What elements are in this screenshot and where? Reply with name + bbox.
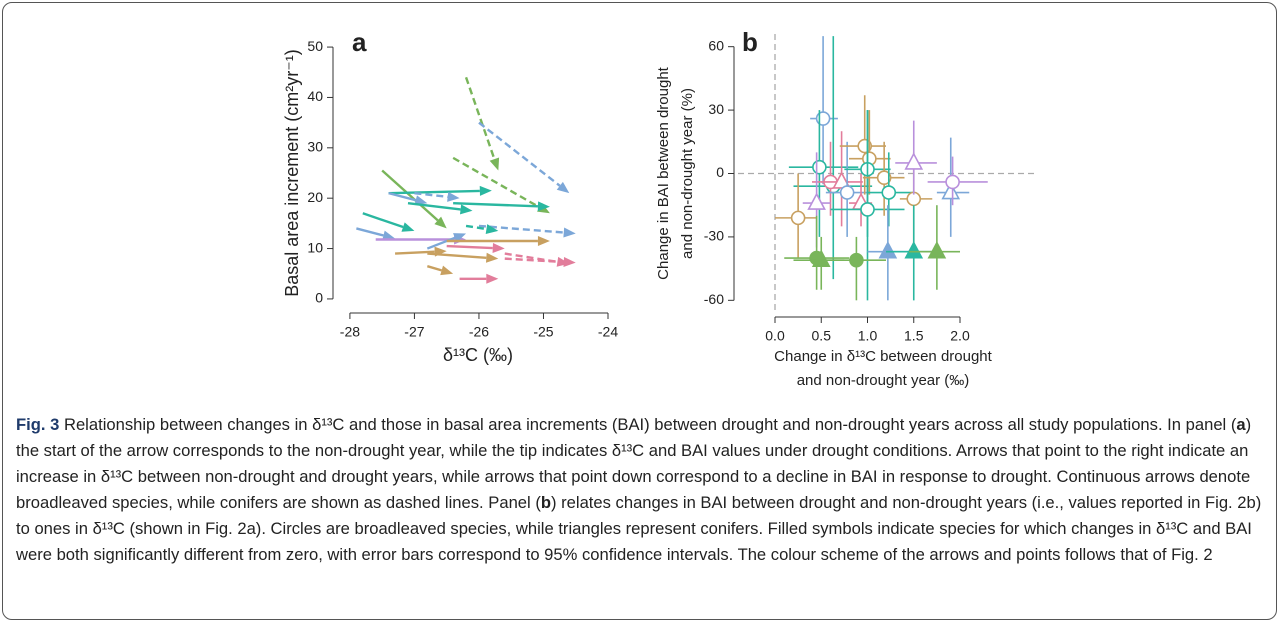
arrow <box>504 257 564 264</box>
y-tick-label: 0 <box>716 164 724 180</box>
arrow <box>381 169 439 222</box>
arrow <box>452 156 541 209</box>
arrow-head <box>556 181 570 194</box>
x-tick-label: -28 <box>340 324 360 340</box>
caption-text: ) relates changes in BAI between drought… <box>16 493 1262 564</box>
x-tick-label: -26 <box>469 324 489 340</box>
arrow-head <box>492 243 505 254</box>
x-tick-label: 1.5 <box>904 328 924 344</box>
point <box>904 241 924 259</box>
point <box>904 152 924 170</box>
arrow <box>427 252 487 259</box>
y-tick-label: 50 <box>307 38 323 54</box>
arrow <box>407 202 461 211</box>
arrow <box>395 250 435 255</box>
caption-bold: b <box>540 493 551 512</box>
arrow-head <box>537 236 550 246</box>
arrow-head <box>485 252 499 263</box>
point <box>839 185 855 200</box>
caption: Fig. 3 Relationship between changes in δ… <box>16 412 1266 568</box>
point <box>927 241 947 259</box>
arrow-head <box>434 216 447 229</box>
arrow <box>478 121 561 187</box>
arrow-head <box>563 227 576 238</box>
x-tick-label: -25 <box>533 324 553 340</box>
arrow-head <box>489 157 500 171</box>
arrow-head <box>401 222 415 232</box>
point <box>790 210 806 226</box>
y-tick-label: 40 <box>307 88 323 104</box>
figure: 0 10 20 30 40 50 -28 -27 -26 -25 -24 a δ¹³C (‰) Basal… <box>282 27 1034 389</box>
point <box>811 249 831 267</box>
x-tick-label: -24 <box>598 324 618 340</box>
arrow-head <box>486 273 499 284</box>
x-tick-label: 0.5 <box>812 328 832 344</box>
arrow-head <box>447 191 460 202</box>
arrow-head <box>537 201 550 212</box>
point <box>876 170 892 186</box>
arrow <box>388 189 480 195</box>
caption-bold: Fig. 3 <box>16 415 60 434</box>
point <box>812 159 827 175</box>
x-axis-label: Change in δ¹³C between drought <box>774 348 992 365</box>
x-axis-label: and non-drought year (‰) <box>797 372 970 389</box>
arrow-head <box>563 256 576 267</box>
arrow <box>426 265 442 272</box>
y-axis-label: Basal area increment (cm²yr⁻¹) <box>282 49 302 297</box>
caption-text: Relationship between changes in δ¹³C and… <box>59 415 1237 434</box>
arrow <box>464 76 496 160</box>
arrow-head <box>479 185 492 196</box>
x-tick-label: 1.0 <box>858 328 878 344</box>
arrow <box>453 202 538 208</box>
point <box>945 174 960 190</box>
y-tick-label: -30 <box>704 228 724 244</box>
point <box>941 181 961 200</box>
panel-letter: a <box>352 27 367 57</box>
caption-bold: a <box>1236 415 1246 434</box>
arrow <box>504 252 558 264</box>
y-tick-label: -60 <box>704 291 724 307</box>
arrow <box>446 244 493 250</box>
x-axis-label: δ¹³C (‰) <box>443 345 513 365</box>
y-tick-label: 10 <box>307 239 323 255</box>
x-tick-label: 2.0 <box>950 328 970 344</box>
y-axis-label: and non-drought year (%) <box>679 88 696 259</box>
arrow-head <box>485 224 499 235</box>
y-tick-label: 0 <box>315 290 323 306</box>
arrow <box>362 212 404 229</box>
arrow-head <box>414 195 428 206</box>
caption-text: ) the start of the arrow corresponds to … <box>16 415 1252 512</box>
point <box>807 192 826 210</box>
y-tick-label: 30 <box>708 101 724 117</box>
arrow <box>426 236 456 250</box>
arrow-head <box>440 265 454 276</box>
arrow-head <box>459 204 473 215</box>
arrow <box>465 224 487 231</box>
point <box>881 185 897 200</box>
y-axis-label: Change in BAI between drought <box>655 66 672 279</box>
point <box>815 111 831 126</box>
point <box>878 241 898 259</box>
y-tick-label: 20 <box>307 189 323 205</box>
x-tick-label: 0.0 <box>765 328 785 344</box>
arrow <box>388 191 417 202</box>
arrow <box>414 191 448 199</box>
point <box>849 252 864 268</box>
point <box>860 202 875 217</box>
arrow <box>356 227 384 237</box>
y-tick-label: 60 <box>708 37 724 53</box>
y-tick-label: 30 <box>307 139 323 155</box>
panel-letter: b <box>742 27 758 57</box>
arrow <box>478 224 564 234</box>
arrow-head <box>382 230 396 241</box>
x-tick-label: -27 <box>404 324 424 340</box>
